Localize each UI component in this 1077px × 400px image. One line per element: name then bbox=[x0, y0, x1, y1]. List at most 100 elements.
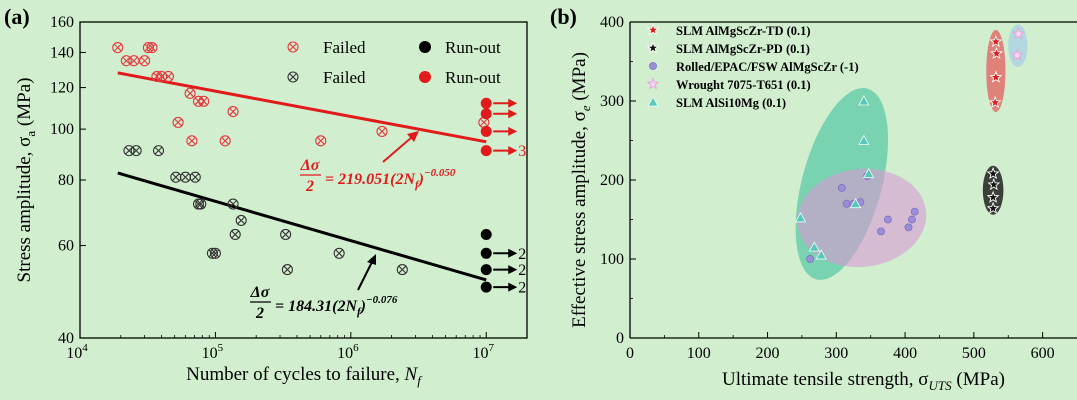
marker-circle bbox=[162, 70, 175, 83]
series-4 bbox=[794, 95, 875, 260]
data-point bbox=[908, 215, 916, 224]
data-point bbox=[647, 96, 659, 107]
equation-black: Δσ 2 = 184.31(2Nf)−0.076 bbox=[250, 284, 398, 322]
group-ellipse bbox=[797, 168, 927, 268]
marker-cross bbox=[132, 146, 140, 155]
data-point bbox=[815, 249, 827, 260]
y-axis-title-text: Stress amplitude, σ bbox=[14, 137, 35, 283]
x-tick-base: 10 bbox=[66, 345, 82, 362]
runout-point bbox=[480, 145, 492, 157]
marker-cross bbox=[229, 107, 237, 116]
marker-circle bbox=[209, 247, 221, 259]
y-tick-label: 300 bbox=[600, 93, 624, 110]
failed-point bbox=[152, 145, 165, 157]
marker-cross bbox=[181, 173, 190, 181]
marker-circle bbox=[184, 87, 196, 99]
legend-label: Rolled/EPAC/FSW AlMgScZr (-1) bbox=[676, 60, 859, 74]
marker-circle bbox=[128, 55, 140, 67]
runout-count: 2 bbox=[518, 280, 526, 297]
marker-circle bbox=[130, 145, 142, 157]
legend-label: Run-out bbox=[445, 38, 501, 57]
marker-circle bbox=[287, 41, 299, 53]
x-tick-base: 10 bbox=[472, 345, 488, 362]
y-tick-label: 60 bbox=[58, 238, 74, 255]
fit-line bbox=[117, 171, 487, 282]
y-tick-label: 140 bbox=[50, 44, 74, 61]
marker-circle bbox=[186, 135, 198, 147]
runout-arrowhead bbox=[508, 282, 518, 292]
marker-cross bbox=[378, 127, 386, 136]
failed-point bbox=[120, 55, 132, 67]
y-tick-label: 120 bbox=[50, 80, 74, 97]
runout-point bbox=[480, 281, 492, 293]
marker-cross bbox=[480, 118, 488, 127]
data-point bbox=[990, 46, 1003, 60]
marker-circle bbox=[396, 264, 408, 276]
marker-cross bbox=[197, 200, 205, 208]
marker-cross bbox=[122, 56, 131, 65]
x-axis-title: Ultimate tensile strength, σUTS (MPa) bbox=[722, 369, 1005, 393]
marker-circle bbox=[235, 214, 247, 226]
x-tick-label: 200 bbox=[756, 345, 780, 362]
x-axis-title-var: N bbox=[404, 364, 419, 385]
data-point bbox=[649, 62, 657, 70]
marker-cross bbox=[188, 137, 196, 145]
data-point bbox=[646, 23, 660, 36]
equation-rhs-text: = 184.31(2N bbox=[275, 298, 358, 315]
data-point bbox=[842, 199, 851, 208]
data-point bbox=[986, 166, 1000, 180]
series-1 bbox=[986, 166, 1001, 214]
x-tick-exponent: 4 bbox=[82, 342, 88, 354]
x-tick-label: 106 bbox=[337, 342, 359, 362]
marker-cross bbox=[237, 216, 245, 225]
equation-rhs-close: ) bbox=[417, 171, 424, 188]
runout-count: 2 bbox=[518, 246, 526, 263]
marker-circle bbox=[198, 95, 210, 107]
x-tick-exponent: 6 bbox=[353, 342, 359, 354]
y-tick-label: 160 bbox=[50, 14, 74, 31]
failed-point bbox=[128, 55, 140, 67]
x-axis-title-unit: (MPa) bbox=[952, 369, 1005, 390]
failed-point bbox=[130, 145, 142, 157]
failed-point bbox=[186, 135, 198, 147]
x-tick-label: 0 bbox=[626, 345, 634, 362]
series-0 bbox=[988, 34, 1003, 109]
equation-red: Δσ 2 = 219.051(2Nf)−0.050 bbox=[300, 157, 456, 195]
equation-rhs: = 219.051(2Nf)−0.050 bbox=[325, 167, 456, 191]
y-axis-title-text: Effective stress amplitude, σ bbox=[569, 111, 590, 328]
marker-cross bbox=[154, 146, 163, 155]
x-tick-label: 105 bbox=[202, 342, 224, 362]
y-axis-title-unit: (MPa) bbox=[14, 78, 35, 131]
marker-circle bbox=[123, 145, 135, 157]
marker-circle bbox=[287, 71, 299, 83]
failed-point bbox=[162, 70, 175, 83]
marker-circle bbox=[376, 125, 388, 137]
fit-line bbox=[117, 71, 487, 144]
runout-arrowhead bbox=[508, 126, 518, 136]
y-tick-label: 400 bbox=[600, 14, 624, 31]
marker-circle bbox=[189, 171, 201, 183]
x-axis-title: Number of cycles to failure, Nf bbox=[186, 364, 423, 388]
data-point bbox=[794, 212, 807, 223]
marker-circle bbox=[120, 55, 132, 67]
marker-cross bbox=[191, 173, 200, 181]
failed-point bbox=[209, 247, 221, 259]
data-point bbox=[808, 241, 820, 252]
marker-cross bbox=[398, 265, 407, 274]
failed-point bbox=[219, 135, 231, 147]
failed-point bbox=[333, 247, 345, 259]
runout-point bbox=[480, 247, 492, 259]
marker-circle bbox=[227, 198, 239, 210]
marker-circle bbox=[172, 116, 184, 128]
data-point bbox=[877, 227, 885, 236]
data-point bbox=[849, 197, 862, 209]
failed-point bbox=[206, 247, 218, 259]
legend-marker-failed-black bbox=[287, 71, 299, 83]
marker-circle bbox=[195, 198, 207, 210]
x-tick-label: 104 bbox=[66, 342, 88, 362]
x-tick-label: 500 bbox=[962, 345, 986, 362]
panel-label: (b) bbox=[550, 4, 577, 29]
series-black: 222 bbox=[117, 145, 526, 297]
legend-marker-runout-black bbox=[419, 41, 431, 53]
equation-numerator: Δσ bbox=[300, 157, 320, 174]
